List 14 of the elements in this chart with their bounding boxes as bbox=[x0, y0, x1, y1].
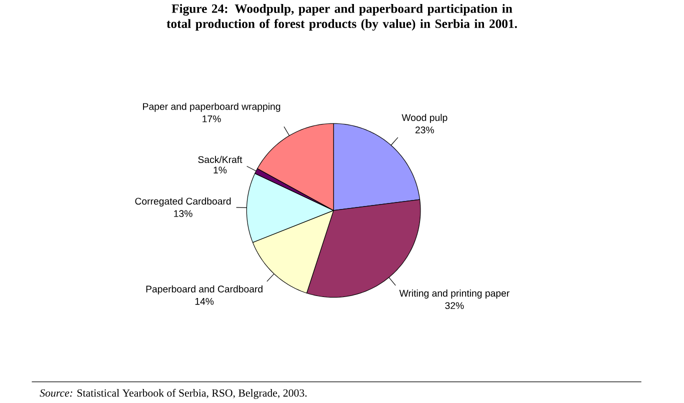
slice-label: Sack/Kraft bbox=[198, 156, 242, 164]
slice-label: Writing and printing paper bbox=[399, 290, 510, 299]
slice-label: Paper and paperboard wrapping bbox=[143, 102, 280, 112]
data-label: 1% bbox=[214, 166, 227, 174]
chart-title: Figure 24: Woodpulp, paper and paperboard participation in total production of forest products (by value) in Serbia in 2001. bbox=[166, 4, 517, 31]
data-label: 13% bbox=[174, 210, 192, 218]
data-label: 23% bbox=[415, 126, 434, 134]
slice-label: Paperboard and Cardboard bbox=[146, 285, 262, 294]
data-label: 32% bbox=[445, 302, 464, 310]
data-label: 14% bbox=[195, 298, 214, 305]
data-label: 17% bbox=[202, 115, 221, 122]
slice-label: Corregated Cardboard bbox=[135, 198, 231, 207]
text: Source: Statistical Yearbook of Serbia, RSO, Belgrade, 2003. bbox=[40, 388, 307, 399]
slice-label: Wood pulp bbox=[402, 114, 448, 123]
